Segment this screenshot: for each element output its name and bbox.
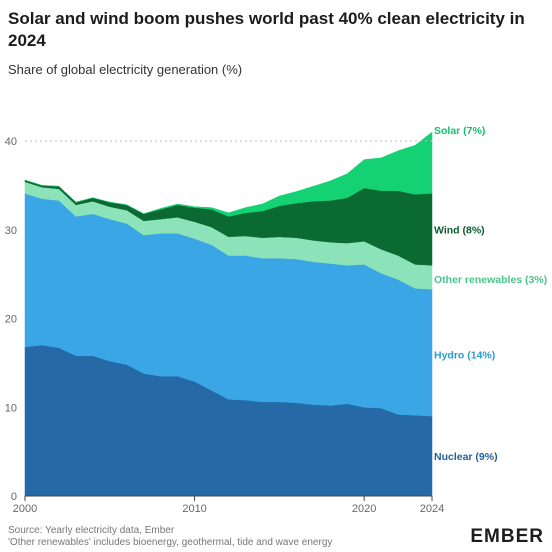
label-nuclear: Nuclear (9%) xyxy=(434,451,498,463)
x-tick-label: 2024 xyxy=(420,503,444,515)
chart-title: Solar and wind boom pushes world past 40… xyxy=(8,9,525,50)
axes: 0 10 20 30 40 2000 2010 2020 2024 xyxy=(5,136,444,515)
label-solar: Solar (7%) xyxy=(434,125,485,137)
label-hydro: Hydro (14%) xyxy=(434,350,495,362)
source-note: Source: Yearly electricity data, Ember xyxy=(8,525,175,536)
y-tick-label: 20 xyxy=(5,314,17,326)
y-tick-label: 10 xyxy=(5,402,17,414)
label-wind: Wind (8%) xyxy=(434,224,485,236)
y-tick-label: 30 xyxy=(5,225,17,237)
footnotes: Source: Yearly electricity data, Ember '… xyxy=(8,525,332,548)
x-tick-label: 2020 xyxy=(352,503,376,515)
x-tick-label: 2000 xyxy=(13,503,37,515)
label-other-renewables: Other renewables (3%) xyxy=(434,274,547,286)
y-tick-label: 40 xyxy=(5,136,17,148)
y-tick-label: 0 xyxy=(11,491,17,503)
x-tick-label: 2010 xyxy=(182,503,206,515)
area-solar xyxy=(24,131,433,217)
series-areas xyxy=(24,131,433,497)
other-renewables-note: 'Other renewables' includes bioenergy, g… xyxy=(8,536,333,548)
ember-logo: EMBER xyxy=(470,526,544,547)
chart-subtitle: Share of global electricity generation (… xyxy=(8,62,243,77)
series-labels: Nuclear (9%) Hydro (14%) Other renewables … xyxy=(434,125,547,463)
